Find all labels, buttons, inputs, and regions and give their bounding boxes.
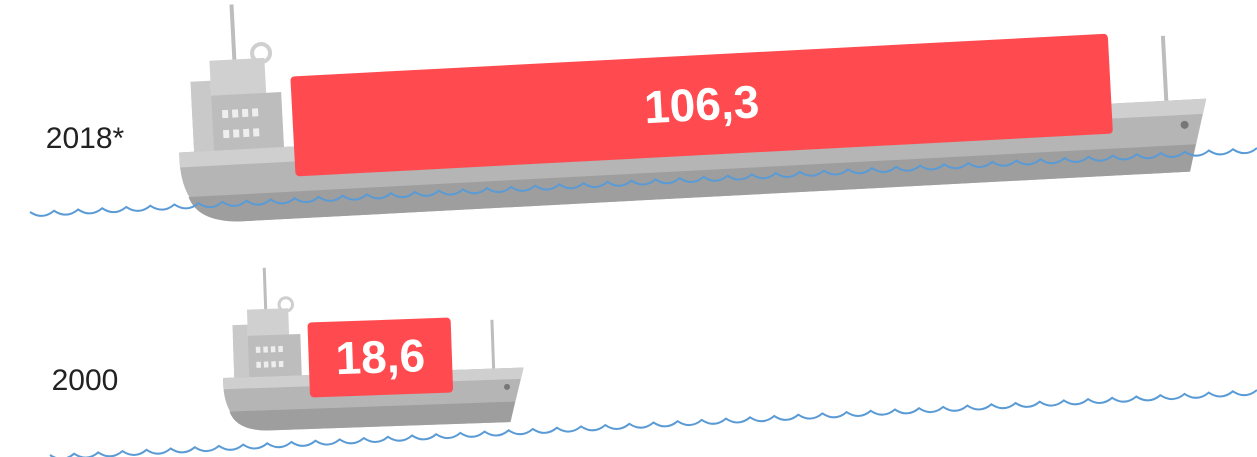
bridge xyxy=(209,57,267,101)
cabin-side xyxy=(232,324,250,382)
window xyxy=(223,129,230,139)
window xyxy=(271,361,276,368)
ship: 18,6 xyxy=(223,267,524,431)
category-label: 2000 xyxy=(52,364,119,397)
wave xyxy=(29,147,1257,217)
porthole xyxy=(1180,120,1189,129)
bridge xyxy=(246,308,290,340)
window xyxy=(233,129,240,138)
bar xyxy=(290,33,1113,177)
cabin xyxy=(232,334,302,382)
window xyxy=(255,346,261,353)
window xyxy=(221,109,229,119)
hull-bottom xyxy=(229,401,516,431)
mast xyxy=(229,4,237,70)
ship: 106,3 xyxy=(179,4,1207,222)
wave xyxy=(49,389,1257,457)
window xyxy=(263,346,268,353)
window xyxy=(243,128,250,138)
window xyxy=(241,108,249,118)
mast xyxy=(262,267,268,317)
window xyxy=(263,361,269,368)
value-label: 106,3 xyxy=(643,75,761,133)
window xyxy=(278,360,284,368)
porthole xyxy=(504,383,511,390)
window xyxy=(256,361,261,368)
bow-mast xyxy=(1160,35,1169,101)
window xyxy=(252,128,260,137)
cabin xyxy=(191,92,285,157)
window xyxy=(278,345,283,353)
cabin-side xyxy=(190,80,215,157)
bar xyxy=(307,317,454,398)
value-label: 18,6 xyxy=(335,329,426,384)
bow-mast xyxy=(490,319,496,369)
category-label: 2018* xyxy=(46,122,125,155)
window xyxy=(251,108,259,117)
window xyxy=(270,346,276,353)
window xyxy=(231,109,239,118)
